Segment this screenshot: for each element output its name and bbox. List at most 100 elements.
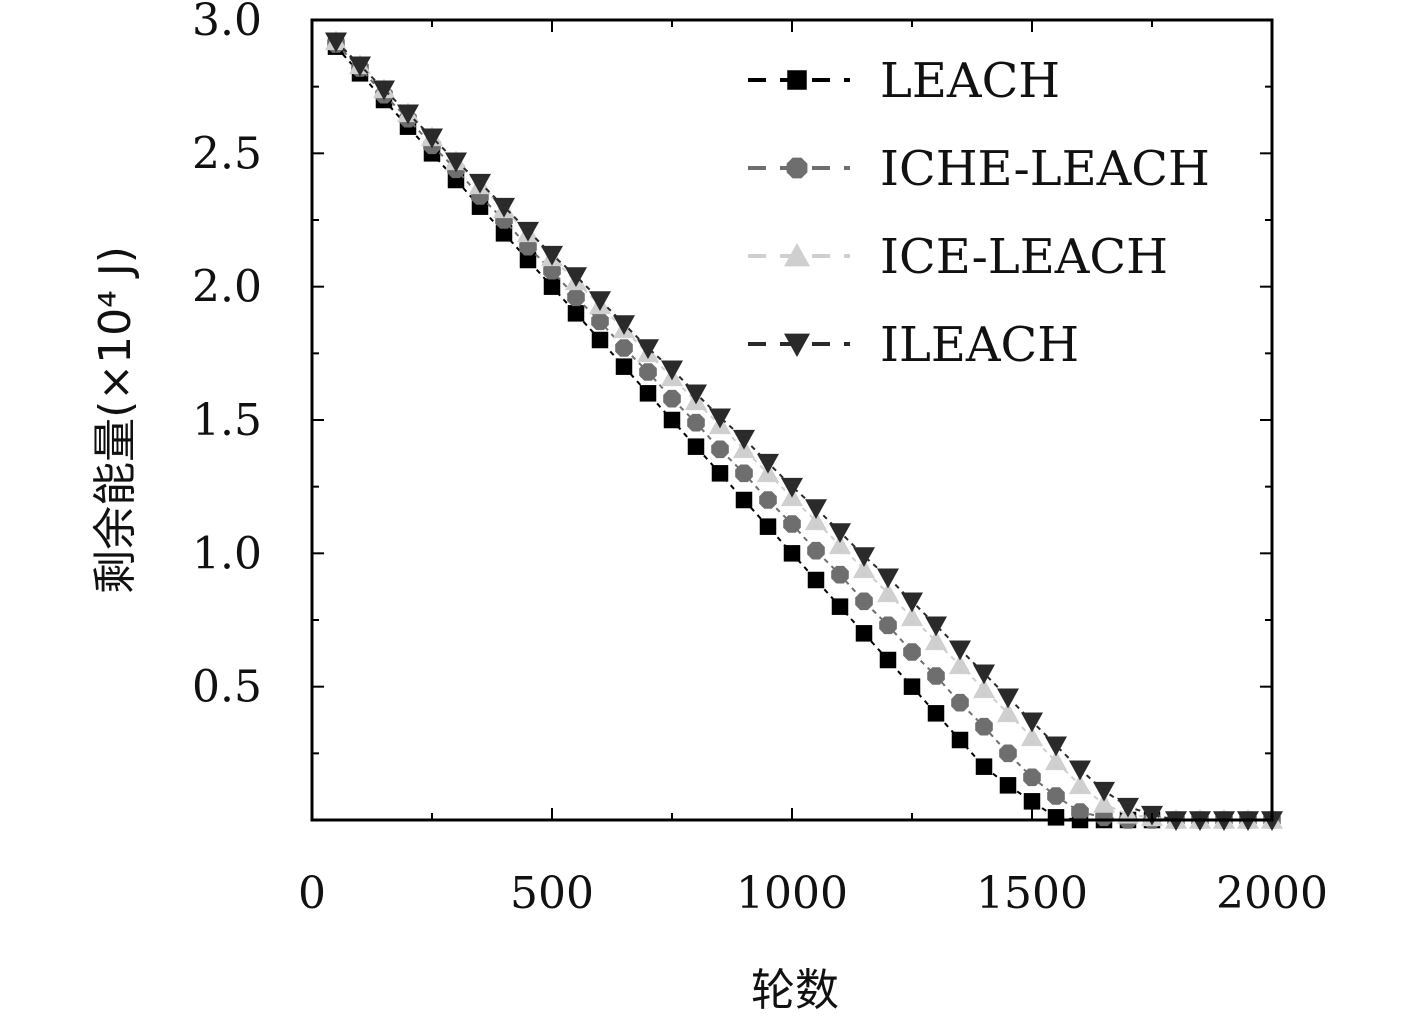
legend-marker [786,157,808,179]
legend-item: ICE-LEACH [748,229,1168,285]
data-point [973,678,995,699]
series-line [335,45,1272,821]
data-point [1071,803,1089,821]
legend-marker [787,70,807,90]
data-point [1021,712,1043,733]
data-point [1045,736,1067,757]
legend: LEACH ICHE-LEACH ICE-LEACH ILEACH [748,53,1210,373]
data-point [877,582,899,603]
data-point [901,592,923,613]
x-axis: 0 500 1000 1500 2000 [298,20,1328,919]
series-line [335,40,1272,821]
x-tick-label: 2000 [1216,868,1328,919]
x-tick-label: 1500 [976,868,1088,919]
data-point [517,221,539,242]
data-point [663,411,681,429]
data-point [735,491,753,509]
data-point [949,654,971,675]
legend-marker [784,333,810,357]
data-point [879,616,897,635]
y-tick-label: 1.5 [192,395,262,446]
data-point [831,565,849,584]
data-point [973,664,995,685]
data-point [927,705,945,722]
data-point [1047,787,1065,805]
data-point [445,152,467,173]
data-point [709,408,731,429]
data-point [951,693,969,712]
legend-label: ICHE-LEACH [880,141,1210,197]
data-point [927,667,945,685]
y-tick-label: 1.0 [192,528,262,579]
plot-frame [310,18,1274,822]
series-line [335,40,1272,821]
data-point [855,592,873,611]
data-point [543,261,561,280]
legend-item: ILEACH [748,317,1079,373]
data-point [1023,768,1041,787]
data-point [805,499,827,519]
data-point [853,547,875,567]
data-point [589,291,611,311]
data-point [469,173,491,194]
series-line [335,43,1272,821]
data-point [687,413,705,432]
data-point [687,438,705,455]
data-point [997,702,1019,723]
data-point [975,717,993,736]
legend-item: ICHE-LEACH [748,141,1210,197]
x-tick-label: 0 [298,868,326,919]
data-point [567,288,585,307]
data-point [879,651,897,669]
legend-label: LEACH [880,53,1060,109]
data-point [829,523,851,543]
data-point [493,197,515,218]
data-point [1093,781,1115,802]
data-point [1069,760,1091,781]
data-point [925,630,947,651]
data-point [397,104,419,125]
data-point [783,545,801,562]
data-point [373,80,395,101]
data-point [831,598,849,615]
data-point [925,616,947,637]
data-point [975,758,993,775]
data-point [639,385,657,402]
data-point [1023,793,1041,810]
data-point [759,491,777,509]
data-point [807,571,825,589]
y-tick-label: 2.5 [192,128,262,179]
data-point [877,568,899,589]
data-point [637,339,659,359]
data-point [615,339,633,357]
data-point [999,744,1017,763]
data-point [613,315,635,335]
data-point [349,56,371,77]
data-point [997,688,1019,709]
data-point [855,625,873,642]
data-point [853,558,875,579]
data-point [661,360,683,381]
data-point [901,606,923,627]
data-point [807,541,825,560]
data-point [735,464,753,483]
data-point [949,640,971,661]
data-point [685,384,707,405]
data-point [711,465,729,482]
data-point [591,331,609,349]
data-point [541,245,563,266]
legend-label: ILEACH [880,317,1079,373]
data-point [325,32,347,53]
legend-label: ICE-LEACH [880,229,1168,285]
y-tick-label: 0.5 [192,662,262,713]
data-point [565,267,587,287]
data-point [1021,726,1043,747]
data-point [1095,808,1113,827]
data-marks [325,30,1283,831]
x-tick-label: 500 [510,868,594,919]
data-point [421,128,443,149]
data-point [805,510,827,531]
y-tick-label: 2.0 [192,262,262,313]
data-point [1047,809,1065,826]
